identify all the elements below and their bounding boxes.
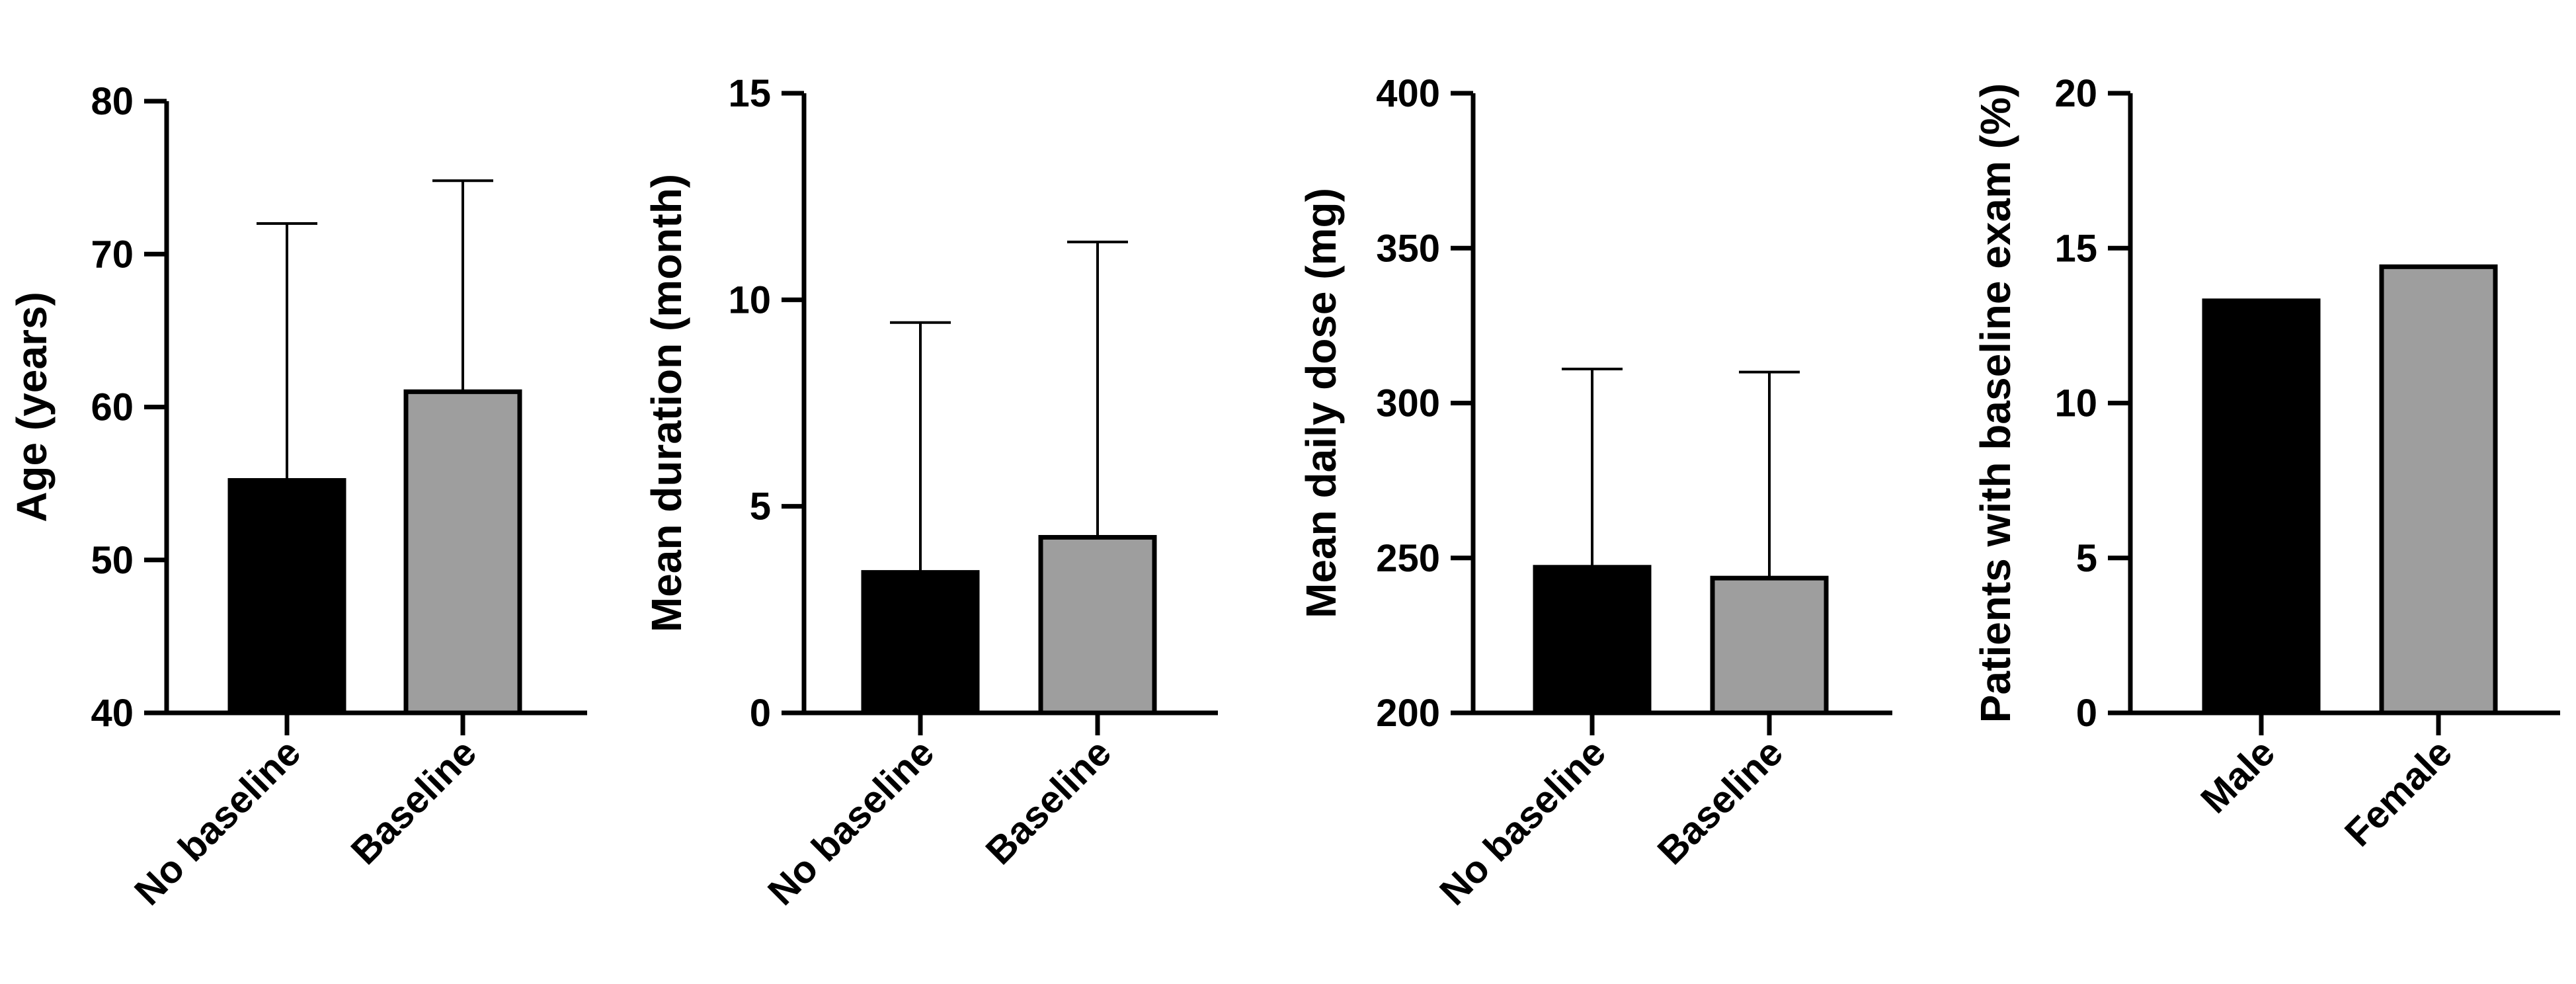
x-tick-label: Baseline — [343, 731, 485, 873]
chart-panel-2: 0 5 10 15 No baseline Baseline Mean duration (… — [643, 72, 1218, 913]
x-tick-label: No baseline — [126, 731, 309, 913]
bar — [2202, 298, 2321, 716]
y-tick-label: 0 — [750, 692, 771, 735]
bar — [1533, 565, 1652, 716]
y-axis-title: Mean daily dose (mg) — [1297, 188, 1345, 618]
chart-panel-4: 0 5 10 15 20 Male Female Patients with baseline… — [1972, 72, 2560, 855]
x-tick-label: Female — [2337, 731, 2460, 854]
bar — [861, 570, 980, 716]
bar — [1710, 575, 1829, 716]
y-tick-label: 10 — [728, 278, 771, 321]
y-axis-title: Age (years) — [8, 292, 56, 522]
x-tick-label: No baseline — [1431, 731, 1614, 913]
y-tick-label: 250 — [1376, 537, 1440, 580]
y-tick-label: 15 — [728, 72, 771, 115]
y-tick-label: 70 — [91, 233, 134, 276]
x-tick-label: No baseline — [760, 731, 942, 913]
y-tick-label: 5 — [750, 485, 771, 528]
y-tick-label: 350 — [1376, 227, 1440, 270]
chart-panel-1: 40 50 60 70 80 No baseline Baseline Age (years) — [8, 80, 587, 913]
chart-panel-3: 200 250 300 350 400 No baseline Baseline Mean d… — [1297, 72, 1892, 913]
bar — [2379, 264, 2498, 716]
y-tick-label: 300 — [1376, 382, 1440, 425]
y-tick-label: 50 — [91, 539, 134, 582]
y-tick-label: 80 — [91, 80, 134, 123]
y-tick-label: 20 — [2054, 72, 2097, 115]
y-tick-label: 40 — [91, 692, 134, 735]
x-tick-label: Baseline — [978, 731, 1120, 873]
y-tick-label: 15 — [2054, 227, 2097, 270]
bar — [227, 478, 346, 716]
x-tick-label: Baseline — [1650, 731, 1792, 873]
y-tick-label: 400 — [1376, 72, 1440, 115]
bar — [1038, 535, 1157, 716]
y-axis-title: Mean duration (month) — [643, 174, 690, 632]
y-tick-label: 200 — [1376, 692, 1440, 735]
y-tick-label: 60 — [91, 386, 134, 429]
y-tick-label: 5 — [2076, 537, 2097, 580]
y-tick-label: 0 — [2076, 692, 2097, 735]
x-tick-label: Male — [2193, 731, 2283, 821]
y-tick-label: 10 — [2054, 382, 2097, 425]
y-axis-title: Patients with baseline exam (%) — [1972, 83, 2019, 723]
bar — [403, 389, 522, 716]
